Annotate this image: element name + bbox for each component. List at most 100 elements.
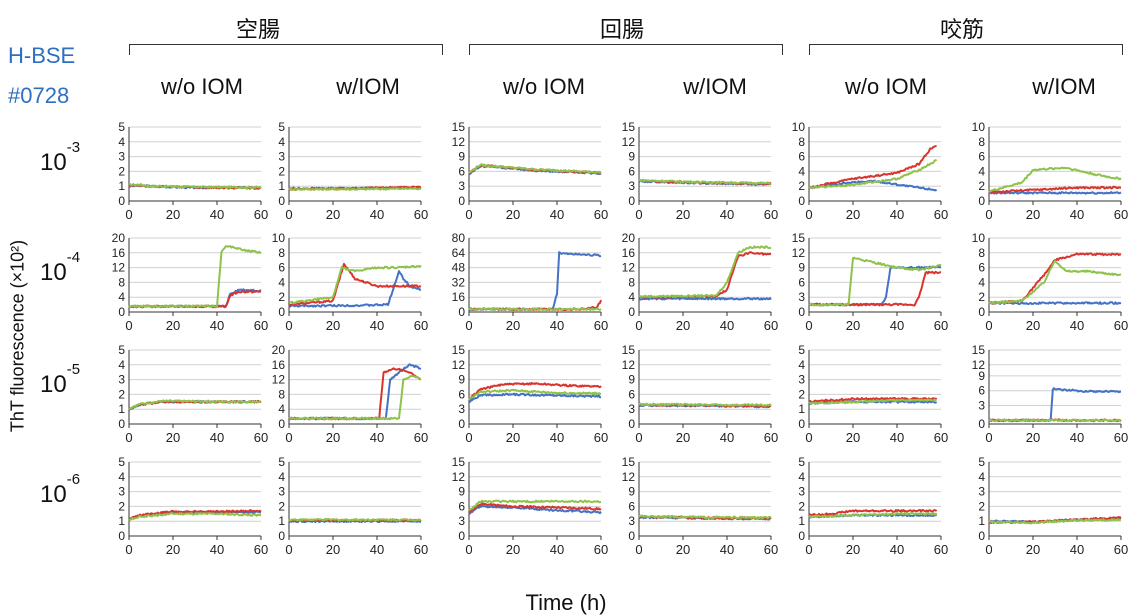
condition-header: w/o IOM (845, 74, 927, 99)
y-tick-label: 6 (278, 261, 285, 275)
y-tick-label: 3 (278, 150, 285, 164)
y-tick-label: 4 (798, 358, 805, 372)
x-tick-label: 20 (676, 318, 690, 333)
tissue-header-masseter: 咬筋 (939, 18, 985, 43)
x-tick-label: 0 (125, 207, 132, 222)
y-tick-label: 8 (278, 246, 285, 260)
x-tick-label: 0 (985, 542, 992, 557)
condition-header: w/o IOM (503, 74, 585, 99)
dilution-label: 10-5 (40, 361, 80, 399)
y-tick-label: 1 (798, 402, 805, 416)
y-tick-label: 5 (798, 343, 805, 357)
x-tick-label: 40 (720, 318, 734, 333)
y-tick-label: 3 (798, 485, 805, 499)
y-tick-label: 0 (978, 305, 985, 319)
x-tick-label: 0 (805, 207, 812, 222)
y-tick-label: 3 (978, 485, 985, 499)
y-tick-label: 3 (118, 485, 125, 499)
x-tick-label: 0 (635, 207, 642, 222)
x-tick-label: 20 (166, 318, 180, 333)
y-tick-label: 15 (792, 231, 806, 245)
x-tick-label: 60 (934, 430, 948, 445)
x-tick-label: 40 (890, 318, 904, 333)
y-tick-label: 6 (628, 387, 635, 401)
y-tick-label: 0 (278, 305, 285, 319)
x-tick-label: 40 (890, 207, 904, 222)
y-tick-label: 0 (798, 417, 805, 431)
x-tick-label: 0 (635, 318, 642, 333)
x-tick-label: 60 (764, 207, 778, 222)
series-line-green (128, 512, 262, 521)
y-tick-label: 3 (798, 290, 805, 304)
x-tick-label: 60 (764, 542, 778, 557)
y-tick-label: 6 (458, 164, 465, 178)
y-tick-label: 8 (118, 275, 125, 289)
y-tick-label: 1 (118, 514, 125, 528)
y-tick-label: 6 (458, 387, 465, 401)
x-tick-label: 0 (985, 318, 992, 333)
series-line-green (808, 398, 937, 405)
y-tick-label: 32 (452, 275, 466, 289)
y-tick-label: 0 (118, 529, 125, 543)
y-tick-label: 3 (118, 150, 125, 164)
y-tick-label: 10 (792, 120, 806, 134)
y-tick-label: 3 (458, 402, 465, 416)
y-tick-label: 0 (278, 529, 285, 543)
series-line-red (468, 502, 602, 514)
x-tick-label: 40 (720, 207, 734, 222)
y-tick-label: 0 (628, 194, 635, 208)
y-tick-label: 2 (978, 179, 985, 193)
y-tick-label: 3 (628, 514, 635, 528)
x-tick-label: 0 (805, 318, 812, 333)
y-tick-label: 5 (278, 120, 285, 134)
series-line-red (638, 251, 772, 299)
series-line-green (638, 178, 772, 185)
series-line-green (988, 418, 1122, 423)
x-tick-label: 0 (285, 430, 292, 445)
y-tick-label: 2 (278, 164, 285, 178)
y-tick-label: 10 (272, 231, 286, 245)
series-line-red (988, 185, 1122, 194)
series-line-red (128, 509, 262, 520)
y-tick-label: 8 (798, 135, 805, 149)
x-tick-label: 60 (254, 430, 268, 445)
x-tick-label: 40 (550, 207, 564, 222)
x-tick-label: 40 (370, 542, 384, 557)
x-tick-label: 60 (414, 542, 428, 557)
dilution-base: 10 (40, 481, 67, 508)
series-line-green (288, 186, 422, 191)
series-line-blue (468, 504, 602, 515)
y-tick-label: 8 (628, 275, 635, 289)
series-line-green (288, 517, 422, 522)
dilution-label: 10-4 (40, 249, 80, 287)
x-tick-label: 60 (594, 207, 608, 222)
condition-header: w/IOM (336, 74, 400, 99)
condition-header: w/IOM (683, 74, 747, 99)
dilution-exponent: -4 (66, 249, 81, 266)
series-line-green (808, 511, 938, 519)
y-tick-label: 4 (798, 164, 805, 178)
y-tick-label: 4 (278, 402, 285, 416)
y-tick-label: 2 (798, 179, 805, 193)
y-tick-label: 12 (622, 358, 636, 372)
tissue-header-ileum: 回腸 (599, 18, 645, 43)
series-line-green (808, 158, 938, 190)
x-tick-label: 40 (720, 542, 734, 557)
y-tick-label: 15 (972, 343, 986, 357)
x-tick-label: 20 (1026, 430, 1040, 445)
y-tick-label: 9 (978, 369, 985, 383)
y-tick-label: 10 (972, 231, 986, 245)
series-line-red (808, 145, 937, 189)
x-tick-label: 60 (1114, 318, 1128, 333)
series-line-blue (638, 296, 772, 301)
y-tick-label: 2 (118, 387, 125, 401)
y-tick-label: 0 (798, 194, 805, 208)
y-tick-label: 6 (978, 384, 985, 398)
